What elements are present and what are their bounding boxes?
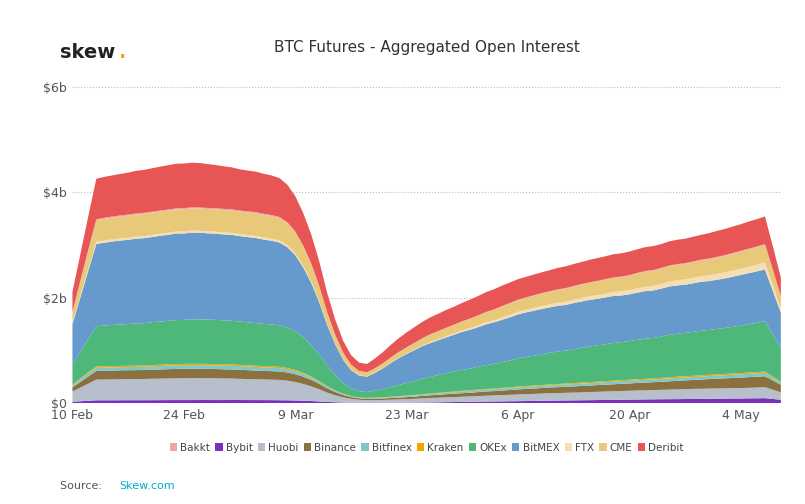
Text: Skew.com: Skew.com: [119, 481, 175, 491]
Text: Source:: Source:: [60, 481, 106, 491]
Legend: Bakkt, Bybit, Huobi, Binance, Bitfinex, Kraken, OKEx, BitMEX, FTX, CME, Deribit: Bakkt, Bybit, Huobi, Binance, Bitfinex, …: [170, 443, 683, 453]
Text: .: .: [119, 43, 126, 62]
Text: skew: skew: [60, 43, 116, 62]
Title: BTC Futures - Aggregated Open Interest: BTC Futures - Aggregated Open Interest: [274, 40, 580, 55]
